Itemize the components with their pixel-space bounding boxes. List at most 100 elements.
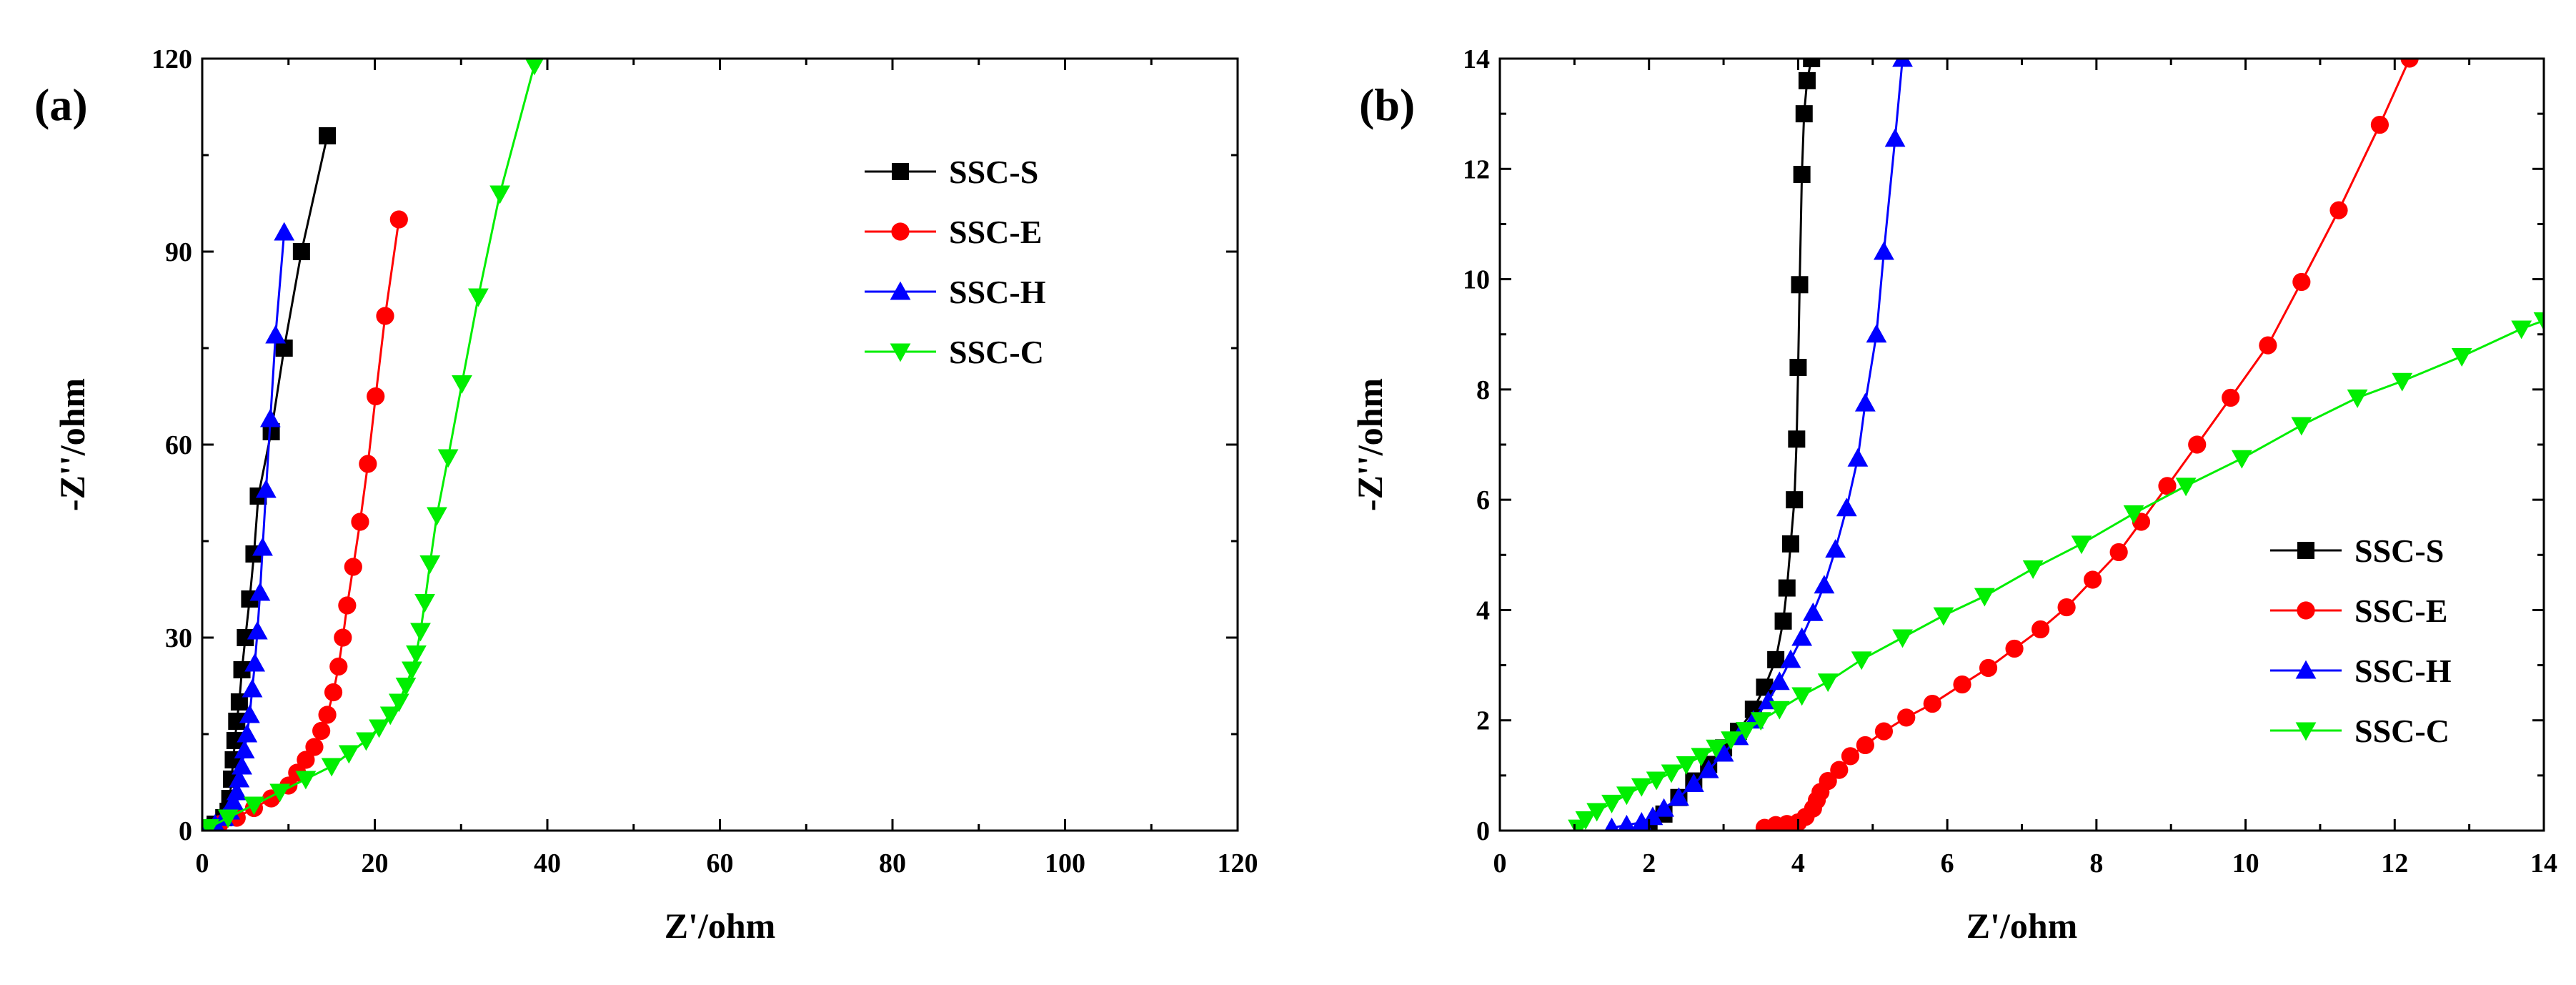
x-tick-label: 80	[879, 848, 906, 878]
y-axis-label: -Z''/ohm	[1350, 378, 1390, 511]
data-point-ssc-c	[1631, 778, 1652, 797]
data-point-ssc-e	[351, 513, 369, 531]
data-point-ssc-e	[1897, 708, 1916, 727]
data-point-ssc-h	[1892, 59, 1913, 67]
data-point-ssc-e	[389, 210, 408, 229]
data-point-ssc-h	[1683, 773, 1704, 792]
data-point-ssc-e	[2031, 620, 2050, 639]
y-tick-label: 8	[1476, 375, 1490, 405]
data-point-ssc-h	[1618, 814, 1636, 831]
data-point-ssc-h	[1669, 787, 1689, 806]
data-point-ssc-c	[1851, 651, 1872, 670]
x-axis-label: Z'/ohm	[665, 906, 776, 946]
data-point-ssc-e	[2292, 272, 2311, 292]
data-point-ssc-c	[356, 732, 377, 751]
data-point-ssc-c	[1817, 673, 1839, 693]
data-point-ssc-e	[1841, 747, 1860, 766]
data-point-ssc-e	[1830, 761, 1849, 779]
data-point-ssc-h	[232, 756, 252, 775]
data-point-ssc-c	[379, 706, 401, 726]
data-point-ssc-e	[344, 558, 362, 576]
legend-marker-ssc-h	[890, 281, 911, 300]
data-point-ssc-c	[452, 375, 472, 394]
data-point-ssc-h	[244, 653, 266, 672]
data-point-ssc-c	[427, 507, 447, 526]
data-point-ssc-h	[229, 768, 250, 788]
legend-marker-ssc-h	[2295, 660, 2317, 679]
data-point-ssc-h	[1698, 759, 1719, 778]
data-point-ssc-h	[259, 408, 281, 427]
data-point-ssc-c	[1676, 756, 1697, 775]
data-point-ssc-c	[369, 719, 389, 738]
data-point-ssc-e	[1819, 771, 1837, 791]
data-point-ssc-h	[1836, 498, 1857, 517]
data-point-ssc-e	[2158, 477, 2177, 495]
data-point-ssc-s	[1756, 678, 1774, 696]
data-point-ssc-s	[319, 127, 337, 144]
data-point-ssc-e	[2109, 543, 2128, 562]
data-point-ssc-c	[406, 645, 427, 664]
data-point-ssc-e	[334, 628, 352, 647]
data-point-ssc-e	[2400, 59, 2419, 68]
legend-marker-ssc-e	[2297, 601, 2315, 620]
chart-b-svg: 0 2 4 6 8 10 12 14 0 2 4 6 8 10 12 14 Z'/ohm -Z''/ohm (b) S…	[1350, 44, 2557, 946]
data-point-ssc-c	[338, 745, 359, 764]
legend-marker-ssc-e	[891, 222, 910, 241]
data-point-ssc-c	[1791, 687, 1813, 706]
data-point-ssc-e	[329, 657, 348, 676]
data-point-ssc-e	[2370, 115, 2389, 134]
data-point-ssc-h	[1847, 447, 1869, 467]
x-tick-label: 8	[2089, 848, 2103, 878]
data-point-ssc-s	[1803, 59, 1821, 67]
data-point-ssc-c	[2291, 417, 2312, 436]
data-point-ssc-c	[410, 623, 431, 642]
y-tick-label: 6	[1476, 485, 1490, 515]
data-point-ssc-s	[1791, 276, 1809, 294]
chart-panel-a: 0 20 40 60 80 100 120 0 30 60 90 120 Z'/ohm -Z''/ohm (…	[0, 0, 1286, 985]
data-point-ssc-c	[1601, 794, 1622, 813]
data-point-ssc-e	[324, 683, 343, 702]
data-point-ssc-h	[1713, 743, 1734, 762]
data-point-ssc-c	[468, 288, 489, 307]
data-point-ssc-e	[359, 455, 377, 473]
data-point-ssc-c	[2231, 450, 2252, 469]
x-tick-label: 100	[1045, 848, 1085, 878]
legend-label-ssc-s: SSC-S	[2354, 533, 2444, 569]
x-tick-label: 6	[1941, 848, 1954, 878]
data-point-ssc-h	[242, 678, 263, 698]
data-point-ssc-c	[1735, 722, 1756, 741]
data-point-ssc-s	[1798, 71, 1816, 89]
data-point-ssc-c	[2392, 372, 2413, 392]
data-point-ssc-h	[1604, 817, 1619, 831]
legend-marker-ssc-s	[892, 163, 909, 180]
data-point-ssc-c	[217, 809, 239, 828]
data-point-ssc-c	[1586, 803, 1608, 822]
data-point-ssc-h	[237, 723, 258, 743]
data-point-ssc-e	[1923, 694, 1941, 713]
data-point-ssc-c	[269, 783, 291, 803]
y-tick-label: 4	[1476, 595, 1490, 625]
y-tick-label: 12	[1463, 154, 1490, 184]
data-point-ssc-h	[252, 537, 273, 556]
data-point-ssc-h	[1642, 806, 1664, 826]
data-point-ssc-c	[402, 661, 422, 680]
legend-label-ssc-c: SSC-C	[2354, 713, 2450, 749]
y-tick-label: 2	[1476, 706, 1490, 736]
data-point-ssc-h	[226, 781, 247, 801]
data-point-ssc-c	[1706, 739, 1727, 758]
data-point-ssc-e	[1874, 722, 1894, 741]
data-point-ssc-e	[2329, 201, 2348, 219]
data-point-ssc-c	[2451, 348, 2472, 367]
data-point-ssc-c	[1661, 764, 1682, 783]
data-point-ssc-h	[223, 791, 244, 811]
x-tick-label: 0	[196, 848, 209, 878]
data-point-ssc-c	[321, 758, 342, 777]
legend-label-ssc-s: SSC-S	[949, 154, 1038, 190]
x-tick-label: 2	[1642, 848, 1656, 878]
data-point-ssc-h	[1874, 241, 1894, 260]
data-point-ssc-e	[297, 751, 315, 769]
data-point-ssc-c	[2123, 505, 2144, 524]
data-point-ssc-h	[1884, 128, 1906, 147]
data-point-ssc-c	[1575, 811, 1596, 830]
data-point-ssc-s	[1789, 359, 1807, 376]
